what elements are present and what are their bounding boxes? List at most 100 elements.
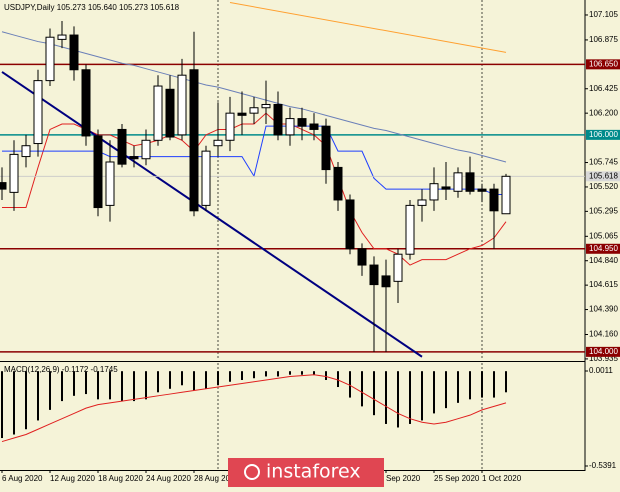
axes: 107.105 106.875 106.425 106.200 105.745 105.5… <box>1 10 620 483</box>
candle-body <box>321 125 331 171</box>
macd-bar <box>61 371 63 402</box>
candle-body <box>81 69 91 137</box>
macd-panel <box>1 363 507 470</box>
candle-body <box>429 183 439 201</box>
macd-bar <box>1 371 3 439</box>
macd-bar <box>253 371 255 379</box>
watermark-logo <box>244 464 260 480</box>
candle-body <box>237 112 247 116</box>
y-tick-label: 104.160 <box>589 330 618 339</box>
candle-body <box>453 172 463 192</box>
y-tick-label: 103.935 <box>589 354 618 363</box>
candle-body <box>381 275 391 288</box>
y-tick-label: 105.065 <box>589 231 618 240</box>
macd-bar <box>169 371 171 389</box>
macd-bar <box>205 371 207 389</box>
level-label-box <box>586 59 620 70</box>
candle-body <box>129 156 139 160</box>
candle-body <box>501 175 511 215</box>
level-label: 106.000 <box>589 130 618 139</box>
macd-bar <box>349 371 351 398</box>
level-label-box <box>586 129 620 140</box>
macd-bar <box>193 371 195 391</box>
macd-bar <box>277 371 279 377</box>
candle-body <box>393 253 403 282</box>
y-tick-label: 104.840 <box>589 256 618 265</box>
candle-body <box>117 128 127 165</box>
x-tick-label: 12 Aug 2020 <box>50 474 95 483</box>
candle-body <box>441 186 451 190</box>
candle-body <box>213 139 223 147</box>
candle-body <box>201 150 211 206</box>
macd-bar <box>409 371 411 424</box>
macd-bar <box>157 371 159 393</box>
macd-bar <box>493 371 495 398</box>
macd-bar <box>505 371 507 393</box>
macd-bar <box>25 371 27 430</box>
x-tick-label: 1 Oct 2020 <box>482 474 522 483</box>
candle-body <box>141 139 151 160</box>
macd-bar <box>229 371 231 382</box>
macd-bar <box>145 371 147 400</box>
macd-bar <box>313 371 315 375</box>
macd-bar <box>37 371 39 421</box>
candle-body <box>93 135 103 209</box>
macd-bar <box>373 371 375 416</box>
candle-body <box>465 172 475 192</box>
candle-body <box>297 118 307 127</box>
macd-bar <box>217 371 219 386</box>
macd-bar <box>133 371 135 402</box>
macd-bar <box>481 371 483 398</box>
candle-body <box>369 264 379 286</box>
macd-bar <box>421 371 423 421</box>
watermark-text: instaforex <box>266 461 361 483</box>
y-tick-label: 107.105 <box>589 10 618 19</box>
x-tick-label: 18 Aug 2020 <box>98 474 143 483</box>
macd-bar <box>49 371 51 410</box>
macd-bar <box>325 371 327 380</box>
current-price-box <box>586 171 620 182</box>
macd-bar <box>121 371 123 402</box>
current-price-label: 105.618 <box>589 171 618 180</box>
candle-body <box>345 199 355 250</box>
x-tick-label: 6 Aug 2020 <box>2 474 43 483</box>
level-label: 106.650 <box>589 59 618 68</box>
macd-bar <box>85 371 87 395</box>
candle-body <box>177 74 187 136</box>
macd-bar <box>109 371 111 400</box>
candle-body <box>57 34 67 40</box>
y-tick-label: 106.875 <box>589 35 618 44</box>
candle-body <box>477 188 487 192</box>
macd-bar <box>337 371 339 388</box>
macd-label: MACD(12,26,9) -0.1172 -0.1745 <box>4 365 118 374</box>
y-tick-label: 0.0011 <box>589 366 613 375</box>
candle-body <box>153 85 163 141</box>
macd-bar <box>433 371 435 414</box>
macd-bar <box>457 371 459 403</box>
macd-bar <box>265 371 267 377</box>
macd-bar <box>97 371 99 400</box>
y-tick-label: 104.390 <box>589 305 618 314</box>
candle-body <box>417 199 427 206</box>
candle-body <box>357 248 367 266</box>
macd-bar <box>181 371 183 386</box>
macd-bar <box>301 371 303 375</box>
y-tick-label: 105.745 <box>589 158 618 167</box>
indicator-line <box>1 71 423 358</box>
candle-body <box>309 123 319 130</box>
candle-body <box>405 204 415 255</box>
candle-body <box>105 161 115 206</box>
macd-bar <box>289 371 291 375</box>
watermark-banner <box>228 458 384 487</box>
level-label-box <box>586 243 620 254</box>
x-tick-label: 25 Sep 2020 <box>434 474 480 483</box>
price-panel <box>0 0 585 360</box>
candle-body <box>45 36 55 82</box>
level-label: 104.000 <box>589 347 618 356</box>
candle-body <box>249 107 259 114</box>
candle-body <box>165 88 175 138</box>
candle-body <box>225 112 235 141</box>
candle-body <box>21 145 31 158</box>
